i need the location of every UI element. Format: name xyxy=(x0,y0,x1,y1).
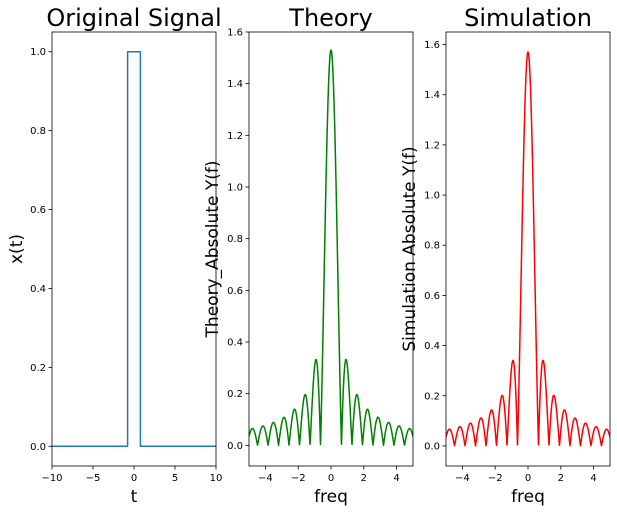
axes-frame xyxy=(445,31,611,467)
y-tick-label: 0.8 xyxy=(227,234,243,245)
y-tick-label: 0.2 xyxy=(227,389,243,400)
y-tick-label: 1.0 xyxy=(424,191,440,202)
y-axis-label: Simulation Absolute Y(f) xyxy=(400,146,420,351)
x-tick-label: −10 xyxy=(41,473,62,484)
x-tick-label: −2 xyxy=(291,473,306,484)
chart-title: Original Signal xyxy=(46,4,221,32)
y-tick-label: 0.0 xyxy=(30,442,46,453)
axes-frame xyxy=(248,31,414,467)
x-tick-label: −4 xyxy=(455,473,470,484)
y-tick-label: 0.2 xyxy=(30,363,46,374)
y-tick-label: 1.0 xyxy=(227,183,243,194)
x-tick-label: −4 xyxy=(258,473,273,484)
x-tick-label: 2 xyxy=(361,473,367,484)
y-tick-label: 1.2 xyxy=(424,140,440,151)
x-tick-label: 0 xyxy=(525,473,531,484)
y-tick-label: 1.0 xyxy=(30,47,46,58)
y-tick-label: 0.8 xyxy=(424,241,440,252)
y-tick-label: 1.2 xyxy=(227,131,243,142)
y-tick-label: 0.2 xyxy=(424,391,440,402)
y-axis-label: Theory_Absolute Y(f) xyxy=(203,161,223,339)
y-tick-label: 0.0 xyxy=(227,441,243,452)
x-tick-label: 5 xyxy=(172,473,178,484)
chart-title: Theory xyxy=(288,4,372,32)
axes-frame xyxy=(51,31,217,467)
x-tick-label: 4 xyxy=(393,473,399,484)
x-tick-label: 0 xyxy=(328,473,334,484)
y-tick-label: 1.4 xyxy=(424,90,440,101)
x-tick-label: −2 xyxy=(488,473,503,484)
subplot-2: −4 −2 0 2 4 0.0 0.2 0.4 0.6 0.8 1.0 1.2 1.4 1.6 Theory… xyxy=(203,4,414,507)
series-line xyxy=(446,51,610,447)
x-tick-label: 4 xyxy=(590,473,596,484)
x-axis-label: freq xyxy=(511,487,545,507)
subplot-3: −4 −2 0 2 4 0.0 0.2 0.4 0.6 0.8 1.0 1.2 1.4 1.6 Simula… xyxy=(400,4,611,507)
y-axis-label: x(t) xyxy=(7,234,27,264)
x-axis-label: freq xyxy=(314,487,348,507)
x-tick-label: 2 xyxy=(558,473,564,484)
y-tick-label: 0.6 xyxy=(424,291,440,302)
series-line xyxy=(249,49,413,447)
y-tick-label: 0.0 xyxy=(424,441,440,452)
x-tick-label: −5 xyxy=(86,473,101,484)
series-line xyxy=(52,50,216,448)
subplot-1: −10 −5 0 5 10 0.0 0.2 0.4 0.6 0.8 1.0 Original Sign… xyxy=(7,4,222,507)
chart-title: Simulation xyxy=(464,4,592,32)
y-tick-label: 0.6 xyxy=(227,286,243,297)
y-tick-label: 0.4 xyxy=(30,284,46,295)
y-tick-label: 1.4 xyxy=(227,79,243,90)
y-tick-label: 0.8 xyxy=(30,126,46,137)
x-tick-label: 0 xyxy=(131,473,137,484)
y-tick-label: 1.6 xyxy=(424,40,440,51)
y-tick-label: 1.6 xyxy=(227,28,243,39)
y-tick-label: 0.4 xyxy=(424,341,440,352)
x-axis-label: t xyxy=(131,487,138,507)
x-tick-label: 10 xyxy=(210,473,223,484)
y-tick-label: 0.6 xyxy=(30,205,46,216)
y-tick-label: 0.4 xyxy=(227,338,243,349)
